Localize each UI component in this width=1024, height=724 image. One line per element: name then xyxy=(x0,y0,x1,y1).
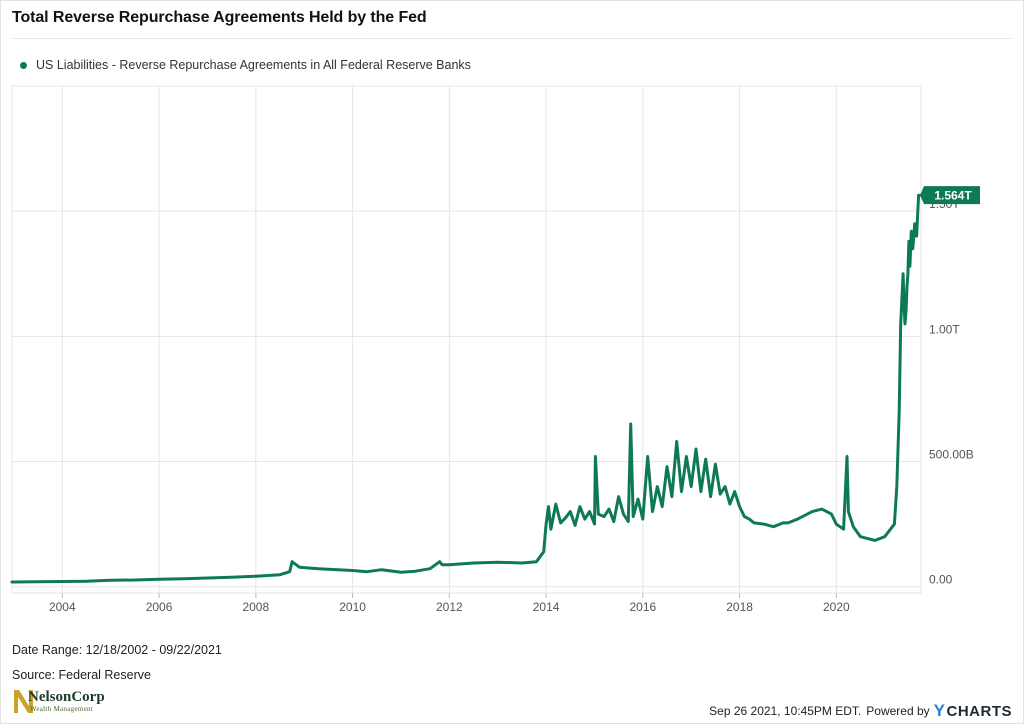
grid xyxy=(11,85,922,594)
y-tick-label: 500.00B xyxy=(929,448,974,462)
legend-marker xyxy=(20,61,27,69)
x-axis: 2004 2006 2008 2010 2012 2014 2016 2018 2020 xyxy=(49,593,850,614)
last-value-badge-shape xyxy=(920,186,980,205)
logo-tagline: Wealth Management xyxy=(30,705,94,713)
ycharts-logo[interactable]: Y CHARTS xyxy=(934,701,1012,721)
last-value-label: 1.564T xyxy=(934,189,972,203)
footer: Sep 26 2021, 10:45PM EDT. Powered by Y C… xyxy=(709,701,1012,721)
series-line-0 xyxy=(10,193,921,584)
source-note: Source: Federal Reserve xyxy=(12,668,151,682)
x-tick-label: 2006 xyxy=(146,600,173,614)
plot-area-border xyxy=(11,85,922,594)
legend[interactable]: US Liabilities - Reverse Repurchase Agre… xyxy=(20,58,471,72)
x-tick-label: 2012 xyxy=(436,600,463,614)
footer-timestamp: Sep 26 2021, 10:45PM EDT. xyxy=(709,704,862,718)
y-tick-label: 1.00T xyxy=(929,322,960,336)
logo-name: NelsonCorp xyxy=(28,689,105,705)
title-divider xyxy=(12,38,1012,39)
x-tick-label: 2016 xyxy=(629,600,656,614)
ycharts-wordmark: CHARTS xyxy=(946,702,1012,720)
x-tick-label: 2014 xyxy=(533,600,560,614)
x-tick-label: 2008 xyxy=(242,600,269,614)
last-value-badge: 1.564T xyxy=(919,186,980,205)
x-tick-label: 2010 xyxy=(339,600,366,614)
x-tick-label: 2004 xyxy=(49,600,76,614)
powered-by-label: Powered by xyxy=(866,704,930,718)
y-tick-label: 0.00 xyxy=(929,573,953,587)
ycharts-y-icon: Y xyxy=(933,701,946,720)
x-tick-label: 2020 xyxy=(823,600,850,614)
date-range: Date Range: 12/18/2002 - 09/22/2021 xyxy=(12,643,222,657)
x-tick-label: 2018 xyxy=(726,600,753,614)
series xyxy=(10,193,921,584)
legend-label: US Liabilities - Reverse Repurchase Agre… xyxy=(36,58,471,72)
chart-title: Total Reverse Repurchase Agreements Held… xyxy=(12,9,427,26)
nelsoncorp-logo-icon xyxy=(14,690,33,713)
